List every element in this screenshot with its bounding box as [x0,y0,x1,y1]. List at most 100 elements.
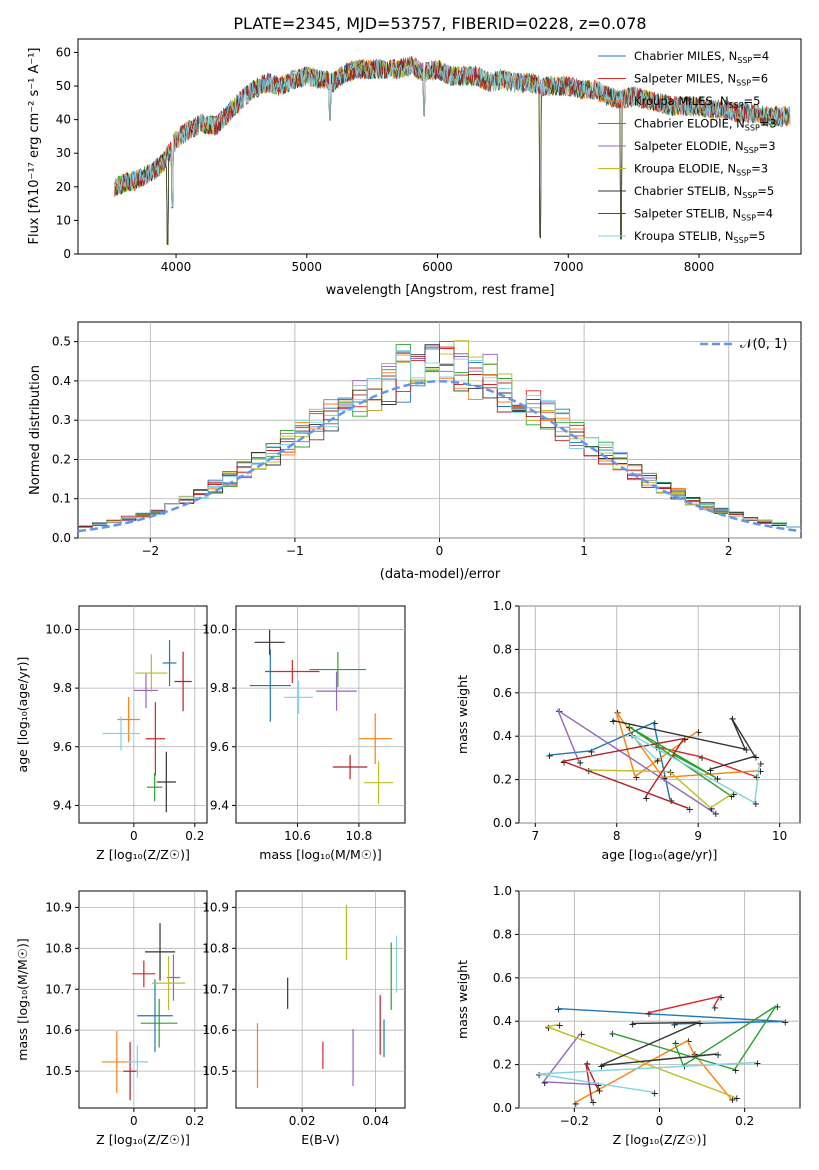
y-tick-label: 0.2 [493,1058,512,1072]
weight-line [548,721,671,801]
mass_vs_Z-panel: 0 0.2 10.5 10.6 10.7 10.8 10.9 Z [log₁₀(Z/Z☉)] m… [15,890,208,1147]
weight-marker: + [685,804,693,815]
weight-marker: + [752,752,760,763]
x-tick-label: 0 [436,544,444,558]
y-tick-label: 0.4 [493,1014,512,1028]
weight-marker: + [651,1088,659,1099]
weight_vs_age-panel: ++++++++++++++++++++ ++++++++++++++++7 8 9 1… [455,599,801,862]
weight-marker: + [732,1066,740,1077]
age_vs_Z-axes [78,605,208,824]
weight-marker: + [628,1019,636,1030]
legend-label: Chabrier ELODIE, NSSP=3 [634,117,777,133]
weight-marker: + [651,719,659,730]
x-tick-label: −0.2 [560,1114,589,1128]
weight_vs_age-ylabel: mass weight [455,675,470,754]
weight-marker: + [717,992,725,1003]
y-tick-label: 9.4 [210,798,229,812]
legend-label: Kroupa ELODIE, NSSP=3 [634,162,768,178]
x-tick-label: 0 [656,1114,664,1128]
y-tick-label: 10.7 [45,982,72,996]
age_vs_mass-xlabel: mass [log₁₀(M/M☉)] [259,847,381,862]
x-tick-label: 0.04 [362,1114,389,1128]
age_vs_Z-panel: 0 0.2 9.4 9.6 9.8 10.0 Z [log₁₀(Z/Z☉)] age [log… [15,605,208,862]
normal-legend-label: 𝒩(0, 1) [740,337,787,352]
weight-marker: + [609,716,617,727]
legend-label-sub: SSP [744,146,759,155]
y-tick-label: 30 [56,146,71,160]
x-tick-label: 10 [772,829,787,843]
residuals-histograms [77,340,802,533]
legend-label-sub: SSP [741,214,756,223]
x-tick-label: 6000 [422,260,453,274]
y-tick-label: 9.4 [53,798,72,812]
y-tick-label: 10.0 [202,622,229,636]
y-tick-label: 10.9 [45,900,72,914]
x-tick-label: 7000 [553,260,584,274]
y-tick-label: 0.0 [493,1101,512,1115]
x-tick-label: 2 [725,544,733,558]
figure-title: PLATE=2345, MJD=53757, FIBERID=0228, z=0… [233,14,646,33]
y-tick-label: 0.6 [493,686,512,700]
weight-marker: + [642,794,650,805]
weight-marker: + [545,751,553,762]
y-tick-label: 10.6 [45,1023,72,1037]
weight_vs_age-axes [518,605,801,824]
y-tick-label: 9.6 [210,740,229,754]
y-tick-label: 9.6 [53,740,72,754]
weight-marker: + [698,753,706,764]
weight-marker: + [753,1059,761,1070]
weight-marker: + [560,757,568,768]
weight-marker: + [752,799,760,810]
weight-marker: + [712,809,720,820]
mass_vs_ebv-axes [235,890,406,1109]
weight-marker: + [670,751,678,762]
weight-line [537,1061,757,1093]
weight-marker: + [753,773,761,784]
age_vs_Z-xlabel: Z [log₁₀(Z/Z☉)] [96,847,190,862]
x-tick-label: 0.02 [289,1114,316,1128]
y-tick-label: 0.6 [493,971,512,985]
legend-label-name: Kroupa MILES, N [634,94,729,108]
weight-marker: + [645,1009,653,1020]
spectrum-lines [114,56,791,246]
legend-label-tail: =3 [759,139,776,153]
x-tick-label: 8 [613,829,621,843]
x-tick-label: 9 [694,829,702,843]
mass_vs_Z-ylabel: mass [log₁₀(M/M☉)] [15,938,30,1060]
weight-marker: + [680,1062,688,1073]
x-tick-label: 10.6 [284,829,311,843]
y-tick-label: 20 [56,180,71,194]
y-tick-label: 0.0 [493,816,512,830]
y-tick-label: 10.5 [202,1064,229,1078]
spectrum-ticks: 4000 5000 6000 7000 8000 0 10 20 30 40 50 60 [56,45,715,274]
weight-marker: + [708,804,716,815]
x-tick-label: −2 [141,544,159,558]
y-tick-label: 1.0 [493,884,512,898]
mass_vs_Z-xlabel: Z [log₁₀(Z/Z☉)] [96,1132,190,1147]
spectrum-ylabel-main: Flux [f [27,203,42,244]
legend-label-sub: SSP [734,236,749,245]
weight-marker: + [781,1018,789,1029]
legend-label-sub: SSP [729,101,744,110]
weight-marker: + [541,1078,549,1089]
weight-marker: + [756,767,764,778]
legend-label-tail: =4 [752,49,769,63]
x-tick-label: 7 [531,829,539,843]
legend-label-sub: SSP [736,79,751,88]
legend-label: Kroupa STELIB, NSSP=5 [634,229,765,245]
spectrum-ylabel-units: λ10⁻¹⁷ erg cm⁻² s⁻¹ A⁻¹] [27,48,42,204]
legend-label-name: Salpeter MILES, N [634,72,736,86]
weight-marker: + [730,790,738,801]
legend-label-tail: =3 [760,117,777,131]
weight-marker: + [773,1002,781,1013]
legend-label-name: Chabrier MILES, N [634,49,737,63]
normal-curve [77,380,802,533]
legend-label-tail: =4 [756,207,773,221]
y-tick-label: 0 [63,247,71,261]
y-tick-label: 0.2 [52,452,71,466]
legend-label-sub: SSP [737,56,752,65]
weight-marker: + [728,1095,736,1106]
y-tick-label: 10.9 [202,900,229,914]
weight-marker: + [696,1018,704,1029]
weight-line [557,1007,785,1025]
